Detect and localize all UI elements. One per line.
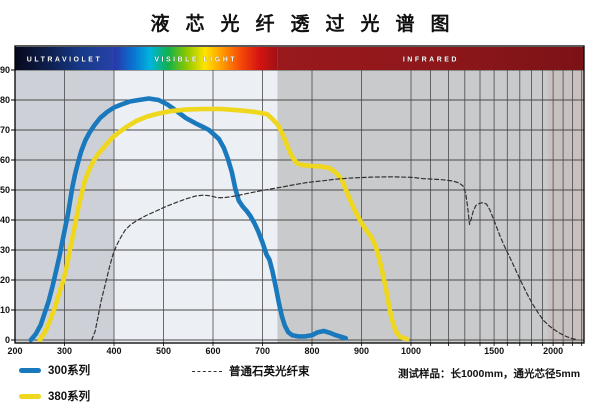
band-label-0: ULTRAVIOLET <box>27 57 102 64</box>
y-tick-label: 70 <box>0 125 10 135</box>
x-tick-label: 2000 <box>543 346 563 356</box>
legend-item-380: 380系列 <box>19 389 90 403</box>
band-region-2 <box>277 47 585 70</box>
plot-background <box>15 70 585 343</box>
legend-item-quartz: 普通石英光纤束 <box>192 364 310 378</box>
series-line-1 <box>37 106 410 343</box>
spectrum-band: ULTRAVIOLET VISIBLE LIGHT INFRARED <box>15 47 585 70</box>
y-tick-label: 90 <box>0 65 10 75</box>
x-tick-label: 600 <box>205 346 220 356</box>
band-label-2: INFRARED <box>403 57 459 64</box>
legend-sample-note: 测试样品：长1000mm，通光芯径5mm <box>398 368 581 380</box>
band-region-1 <box>114 47 278 70</box>
legend-label-380: 380系列 <box>48 391 91 403</box>
x-tick-label: 1500 <box>484 346 504 356</box>
x-tick-label: 800 <box>304 346 319 356</box>
y-tick-label: 80 <box>0 95 10 105</box>
x-tick-label: 300 <box>57 346 72 356</box>
x-tick-label: 700 <box>255 346 270 356</box>
x-tick-label: 1000 <box>401 346 421 356</box>
series-line-0 <box>28 96 349 343</box>
y-tick-label: 40 <box>0 215 10 225</box>
axis-labels: 200 300 400 500 600 700 800 900 1000 1500 2000 0 10 2… <box>0 65 583 356</box>
chart-title: 液芯光纤透过光谱图 <box>150 14 466 35</box>
legend-item-300: 300系列 <box>19 363 90 377</box>
chart-border <box>14 45 585 344</box>
y-tick-label: 30 <box>0 245 10 255</box>
x-tick-label: 500 <box>156 346 171 356</box>
legend-swatch-300 <box>19 367 41 373</box>
legend-label-300: 300系列 <box>48 365 91 377</box>
legend-swatch-380 <box>19 393 41 399</box>
y-tick-label: 0 <box>5 335 10 345</box>
x-tick-label: 400 <box>106 346 121 356</box>
y-tick-label: 50 <box>0 185 10 195</box>
band-label-1: VISIBLE LIGHT <box>154 57 237 64</box>
legend-label-quartz: 普通石英光纤束 <box>229 366 310 378</box>
legend-swatch-quartz <box>192 370 222 372</box>
x-tick-label: 200 <box>7 346 22 356</box>
y-tick-label: 10 <box>0 305 10 315</box>
series-line-2 <box>91 176 578 341</box>
y-tick-label: 20 <box>0 275 10 285</box>
y-tick-label: 60 <box>0 155 10 165</box>
x-tick-label: 900 <box>354 346 369 356</box>
band-region-0 <box>15 47 114 70</box>
